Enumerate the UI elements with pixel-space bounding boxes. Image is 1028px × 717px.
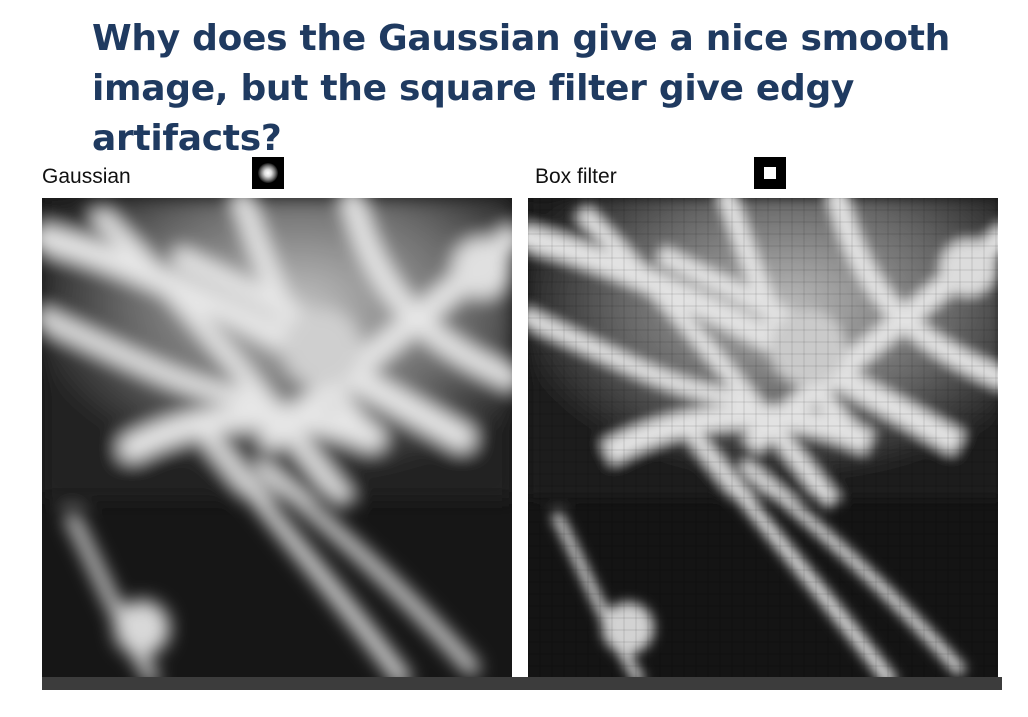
title-line-1: Why does the Gaussian give a nice smooth — [92, 18, 950, 59]
box-filter-label: Box filter — [535, 165, 617, 188]
title-line-2: image, but the square filter give edgy a… — [92, 68, 855, 159]
box-kernel-icon — [754, 157, 786, 189]
bottom-bar — [42, 677, 1002, 690]
gaussian-label: Gaussian — [42, 165, 131, 188]
gaussian-filtered-image — [42, 198, 512, 678]
box-filtered-image — [528, 198, 998, 678]
slide-title: Why does the Gaussian give a nice smooth… — [92, 14, 992, 164]
gaussian-kernel-icon — [252, 157, 284, 189]
